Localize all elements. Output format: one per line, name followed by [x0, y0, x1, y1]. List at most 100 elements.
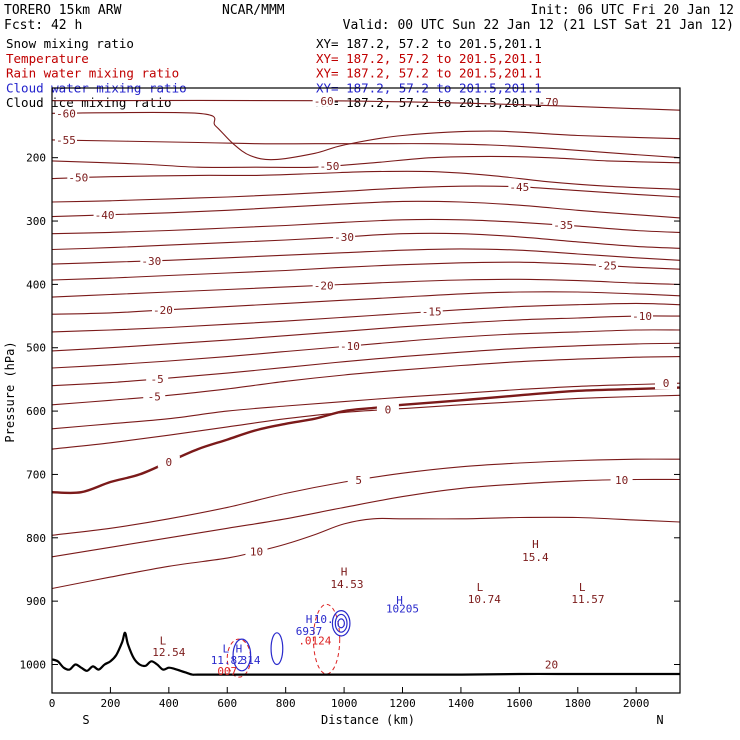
temperature-contour-label: -30 [334, 231, 354, 244]
contour-label-bg [55, 133, 77, 146]
contour-label-bg [245, 545, 268, 558]
temperature-contour--15 [52, 302, 680, 333]
contour-label-bg [146, 373, 169, 386]
temperature-contour-10 [52, 516, 680, 590]
contour-label-bg [312, 279, 335, 292]
rain-mixing-contour [312, 603, 341, 675]
temperature-contour-label: -10 [632, 310, 652, 323]
extremum-annotation: 10205 [386, 603, 419, 616]
temperature-contour--60 [52, 99, 680, 111]
contour-label-bg [655, 377, 677, 390]
contour-label-bg [376, 403, 399, 416]
y-tick-label: 900 [26, 595, 46, 608]
temperature-contour-label: 10 [250, 546, 263, 559]
temperature-contour-label: -10 [340, 340, 360, 353]
extremum-annotation: H [236, 643, 243, 656]
temperature-contour--20 [52, 291, 680, 315]
temperature-contour-0 [52, 386, 680, 495]
x-tick-label: 800 [276, 697, 296, 710]
x-tick-label: 2000 [623, 697, 650, 710]
x-tick-label: 600 [217, 697, 237, 710]
temperature-contour-label: -5 [148, 391, 161, 404]
extremum-annotation: 6937 [296, 625, 323, 638]
extremum-annotation: .0124 [298, 634, 331, 647]
temperature-contour-label: -25 [597, 260, 617, 273]
x-end-label-south: S [82, 713, 89, 727]
forecast-hour: Fcst: 42 h [4, 18, 82, 33]
temperature-contour-label: -35 [553, 219, 573, 232]
temperature-contour-label: -50 [320, 160, 340, 173]
extremum-annotation: L [477, 581, 484, 594]
temperature-contour-label: -5 [151, 373, 164, 386]
extremum-annotation: 314 [241, 654, 261, 667]
y-tick-label: 600 [26, 405, 46, 418]
legend-item-coords: XY= 187.2, 57.2 to 201.5,201.1 [316, 36, 542, 51]
legend-item-name: Rain water mixing ratio [6, 66, 179, 81]
legend-item-coords: XY= 187.2, 57.2 to 201.5,201.1 [316, 51, 542, 66]
contour-label-bg [312, 94, 335, 107]
x-tick-label: 1200 [389, 697, 416, 710]
axes: Distance (km) Pressure (hPa) 20030040050… [3, 87, 681, 727]
x-tick-label: 0 [49, 697, 56, 710]
temperature-contour--30 [52, 232, 680, 251]
legend-item-coords: XY= 187.2, 57.2 to 201.5,201.1 [316, 66, 542, 81]
cloud-water-contour [232, 638, 252, 672]
model-title: TORERO 15km ARW [4, 3, 122, 18]
header: TORERO 15km ARW NCAR/MMM Init: 06 UTC Fr… [4, 3, 734, 33]
plot-frame [51, 87, 681, 694]
y-tick-label: 800 [26, 532, 46, 545]
legend: Snow mixing ratio XY= 187.2, 57.2 to 201.… [6, 36, 542, 110]
temperature-contour--35 [52, 218, 680, 235]
extremum-annotation: 10. [314, 613, 334, 626]
extremum-annotation: L [222, 643, 229, 656]
x-tick-label: 400 [159, 697, 179, 710]
y-tick-label: 400 [26, 278, 46, 291]
x-tick-label: 1600 [506, 697, 533, 710]
extremum-annotation: 11.82 [211, 654, 244, 667]
contour-label-bg [595, 259, 618, 272]
temperature-contour--60 [52, 111, 680, 161]
extremum-annotation: L [579, 581, 586, 594]
legend-item-name: Cloud ice mixing ratio [6, 95, 172, 110]
extremum-annotation: H [306, 613, 313, 626]
contour-label-bg [151, 304, 174, 317]
temperature-contour-label: -15 [422, 306, 442, 319]
y-tick-label: 300 [26, 215, 46, 228]
extremum-annotation: 15.4 [522, 551, 549, 564]
x-tick-label: 1400 [448, 697, 475, 710]
temperature-contour-label: 10 [615, 474, 628, 487]
extremum-annotation: H [532, 538, 539, 551]
extremum-annotation: 11.57 [571, 593, 604, 606]
terrain-line [52, 631, 680, 676]
valid-time: Valid: 00 UTC Sun 22 Jan 12 (21 LST Sat … [343, 18, 734, 33]
cloud-water-contour [270, 632, 284, 666]
contour-label-bg [552, 219, 575, 232]
contour-label-bg [610, 473, 633, 486]
y-axis-label: Pressure (hPa) [3, 341, 17, 442]
temperature-contour-label: -50 [68, 172, 88, 185]
extremum-annotation: H [341, 565, 348, 578]
temperature-contour-label: 0 [385, 404, 392, 417]
plot-area: -60-60-55-50-50-45-40-35-30-30 -25-20-20-… [52, 94, 680, 678]
temperature-contour--50 [52, 155, 680, 169]
temperature-contour-label: -60 [314, 95, 334, 108]
temperature-contour-label: -55 [56, 134, 76, 147]
y-tick-label: 200 [26, 152, 46, 165]
init-time: Init: 06 UTC Fri 20 Jan 12 [531, 3, 735, 18]
contour-label-bg [333, 230, 356, 243]
x-tick-label: 1800 [565, 697, 592, 710]
legend-item-name: Snow mixing ratio [6, 36, 134, 51]
temperature-contour-label: -45 [509, 181, 529, 194]
contour-label-bg [508, 180, 531, 193]
legend-item-name: Temperature [6, 51, 89, 66]
temperature-contour--20 [52, 278, 680, 298]
contour-label-bg [318, 160, 341, 173]
temperature-contour-label: 0 [166, 456, 173, 469]
x-tick-label: 1000 [331, 697, 358, 710]
extremum-annotation: 10.74 [468, 593, 501, 606]
extremum-annotation: 20 [545, 658, 558, 671]
temperature-contour--25 [52, 261, 680, 281]
extremum-annotation: -70 [539, 96, 559, 109]
y-tick-label: 700 [26, 468, 46, 481]
